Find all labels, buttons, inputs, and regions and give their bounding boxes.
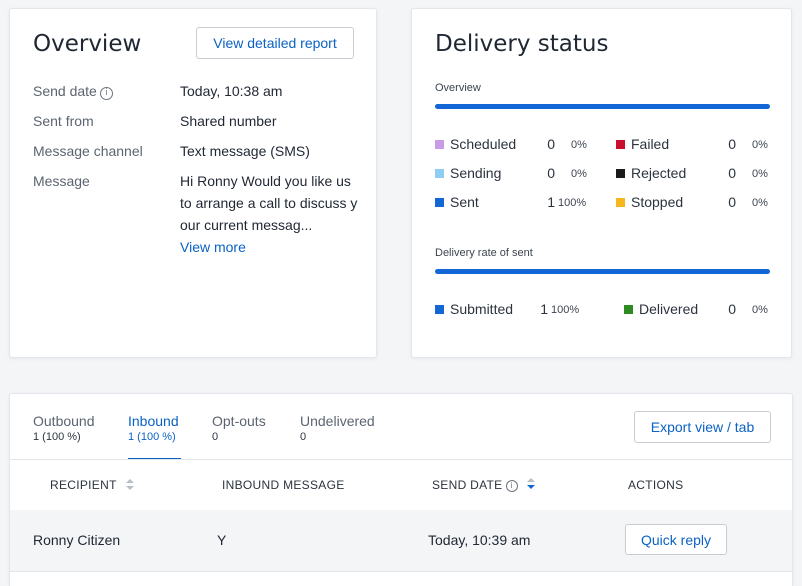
failed-percent: 0%	[752, 139, 768, 151]
scheduled-count: 0	[547, 136, 555, 152]
message-label: Message	[33, 173, 90, 189]
sending-percent: 0%	[571, 168, 587, 180]
overview-progress-bar	[435, 104, 770, 109]
delivered-count: 0	[728, 301, 736, 317]
tab-undelivered[interactable]: Undelivered 0	[300, 413, 375, 443]
rejected-legend-swatch	[616, 169, 625, 178]
sent-from-value: Shared number	[180, 113, 277, 129]
sent-from-label: Sent from	[33, 113, 94, 129]
export-view-tab-button[interactable]: Export view / tab	[634, 411, 771, 443]
message-line-1: Hi Ronny Would you like us	[180, 173, 351, 189]
sending-legend-swatch	[435, 169, 444, 178]
tabs-divider	[10, 459, 792, 460]
delivery-rate-progress-bar	[435, 269, 770, 274]
delivery-status-card: Delivery status Overview Scheduled 0 0% …	[411, 8, 792, 358]
table-row: Ronny Citizen Y Today, 10:39 am Quick re…	[10, 510, 792, 571]
scheduled-label: Scheduled	[450, 136, 517, 152]
tab-undelivered-label: Undelivered	[300, 413, 375, 429]
message-line-2: to arrange a call to discuss y	[180, 195, 358, 211]
sort-descending-icon[interactable]	[527, 478, 536, 492]
view-detailed-report-button[interactable]: View detailed report	[196, 27, 354, 59]
submitted-percent: 100%	[551, 304, 580, 316]
delivered-percent: 0%	[752, 304, 768, 316]
tab-inbound-count: 1 (100 %)	[128, 431, 176, 443]
tab-inbound[interactable]: Inbound 1 (100 %)	[128, 413, 181, 460]
quick-reply-button[interactable]: Quick reply	[625, 524, 727, 555]
stopped-legend-swatch	[616, 198, 625, 207]
actions-column-header: ACTIONS	[628, 478, 684, 492]
stopped-percent: 0%	[752, 197, 768, 209]
info-icon[interactable]: i	[99, 87, 113, 100]
scheduled-percent: 0%	[571, 139, 587, 151]
delivered-legend-swatch	[624, 305, 633, 314]
submitted-count: 1	[540, 301, 548, 317]
inbound-message-cell: Y	[217, 532, 227, 548]
sending-count: 0	[547, 165, 555, 181]
view-more-link[interactable]: View more	[180, 239, 246, 255]
failed-label: Failed	[631, 136, 670, 152]
sent-percent: 100%	[558, 197, 587, 209]
delivery-rate-label: Delivery rate of sent	[435, 247, 533, 259]
tab-undelivered-count: 0	[300, 431, 307, 443]
tab-outbound-label: Outbound	[33, 413, 95, 429]
stopped-label: Stopped	[631, 194, 684, 210]
overview-card: Overview View detailed report Send date i…	[9, 8, 377, 358]
rejected-percent: 0%	[752, 168, 768, 180]
send-date-label: Send date i	[33, 83, 113, 100]
delivery-status-title: Delivery status	[435, 31, 609, 57]
recipient-column-header[interactable]: RECIPIENT	[50, 478, 135, 493]
tab-opt-outs-label: Opt-outs	[212, 413, 266, 429]
info-icon[interactable]: i	[505, 480, 518, 492]
send-date-column-header[interactable]: SEND DATE i	[432, 478, 536, 492]
failed-legend-swatch	[616, 140, 625, 149]
overview-bar-label: Overview	[435, 82, 481, 94]
delivered-label: Delivered	[639, 301, 699, 317]
rejected-count: 0	[728, 165, 736, 181]
scheduled-legend-swatch	[435, 140, 444, 149]
message-channel-label: Message channel	[33, 143, 143, 159]
recipient-cell: Ronny Citizen	[33, 532, 121, 548]
overview-title: Overview	[33, 31, 142, 57]
message-channel-value: Text message (SMS)	[180, 143, 310, 159]
send-date-cell: Today, 10:39 am	[428, 532, 531, 548]
tab-opt-outs-count: 0	[212, 431, 219, 443]
sent-label: Sent	[450, 194, 479, 210]
send-date-value: Today, 10:38 am	[180, 83, 283, 99]
sort-icon[interactable]	[126, 479, 135, 493]
sent-legend-swatch	[435, 198, 444, 207]
messages-table-card: Outbound 1 (100 %) Inbound 1 (100 %) Opt…	[9, 393, 793, 586]
inbound-message-column-header[interactable]: INBOUND MESSAGE	[222, 478, 345, 492]
tab-opt-outs[interactable]: Opt-outs 0	[212, 413, 266, 443]
message-line-3: our current messag...	[180, 217, 313, 233]
tab-outbound-count: 1 (100 %)	[33, 431, 81, 443]
sending-label: Sending	[450, 165, 502, 181]
submitted-legend-swatch	[435, 305, 444, 314]
stopped-count: 0	[728, 194, 736, 210]
rejected-label: Rejected	[631, 165, 687, 181]
submitted-label: Submitted	[450, 301, 514, 317]
tab-inbound-label: Inbound	[128, 413, 179, 429]
failed-count: 0	[728, 136, 736, 152]
tab-outbound[interactable]: Outbound 1 (100 %)	[33, 413, 95, 443]
sent-count: 1	[547, 194, 555, 210]
row-divider	[10, 571, 792, 572]
